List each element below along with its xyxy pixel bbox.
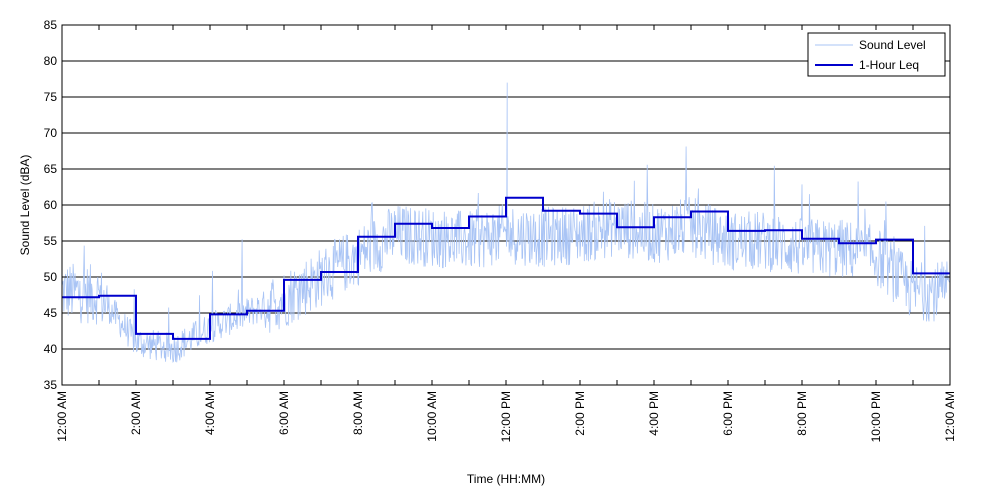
- x-tick-label: 10:00 AM: [425, 391, 439, 442]
- legend-label-sound-level: Sound Level: [859, 38, 926, 52]
- y-tick-label: 45: [44, 306, 58, 320]
- x-tick-label: 8:00 AM: [351, 391, 365, 435]
- legend: Sound Level 1-Hour Leq: [807, 32, 946, 77]
- x-tick-label: 6:00 PM: [721, 391, 735, 436]
- x-tick-label: 4:00 AM: [203, 391, 217, 435]
- legend-label-1-hour-leq: 1-Hour Leq: [859, 58, 919, 72]
- y-axis-title: Sound Level (dBA): [18, 155, 32, 256]
- axis-ticks: [61, 24, 951, 386]
- x-tick-label: 10:00 PM: [869, 391, 883, 442]
- x-tick-label: 12:00 AM: [55, 391, 69, 442]
- y-tick-label: 75: [44, 90, 58, 104]
- x-tick-label: 12:00 AM: [943, 391, 957, 442]
- leq-step-line: [62, 196, 950, 340]
- y-tick-label: 35: [44, 378, 58, 392]
- x-tick-label: 2:00 PM: [573, 391, 587, 436]
- y-tick-label: 65: [44, 162, 58, 176]
- y-tick-label: 85: [44, 18, 58, 32]
- y-tick-label: 80: [44, 54, 58, 68]
- x-tick-label: 6:00 AM: [277, 391, 291, 435]
- x-axis-title: Time (HH:MM): [467, 472, 545, 486]
- y-tick-labels: 35 40 45 50 55 60 65 70 75 80 85: [44, 18, 58, 392]
- x-tick-label: 2:00 AM: [129, 391, 143, 435]
- x-tick-label: 4:00 PM: [647, 391, 661, 436]
- series-1-hour-leq: [62, 196, 950, 340]
- x-tick-labels: 12:00 AM 2:00 AM 4:00 AM 6:00 AM 8:00 AM 10:0…: [55, 391, 957, 442]
- y-tick-label: 70: [44, 126, 58, 140]
- y-tick-label: 60: [44, 198, 58, 212]
- legend-box: [807, 32, 946, 77]
- y-tick-label: 55: [44, 234, 58, 248]
- x-tick-label: 12:00 PM: [499, 391, 513, 442]
- grid-lines: [62, 60, 950, 350]
- x-tick-label: 8:00 PM: [795, 391, 809, 436]
- y-tick-label: 50: [44, 270, 58, 284]
- y-tick-label: 40: [44, 342, 58, 356]
